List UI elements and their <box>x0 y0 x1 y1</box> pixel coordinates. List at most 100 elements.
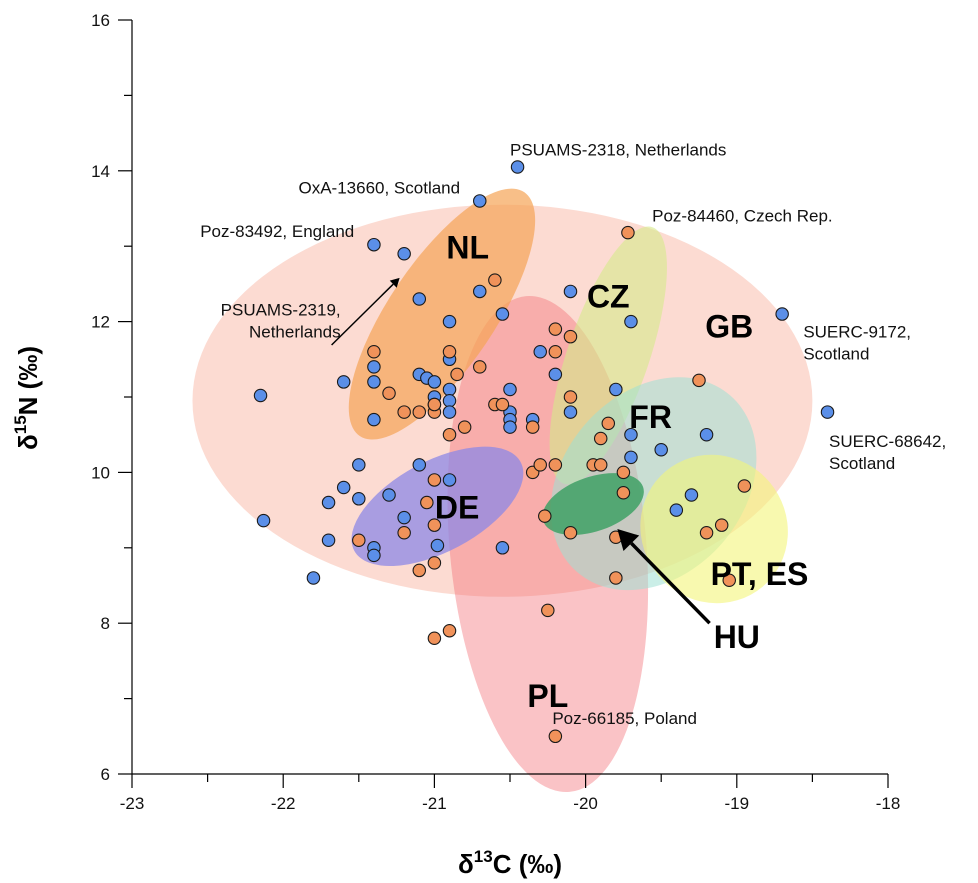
x-tick-label: -21 <box>422 794 447 813</box>
ellipse-nl <box>348 188 536 440</box>
data-point-blue <box>510 160 525 174</box>
data-point-orange <box>427 518 442 532</box>
x-axis-label: δ13C (‰) <box>458 847 562 879</box>
data-point-blue <box>775 307 789 321</box>
data-point-orange <box>442 427 457 442</box>
ellipse-de <box>351 446 524 567</box>
data-point-orange <box>548 322 563 336</box>
annotation-line: OxA-13660, Scotland <box>298 178 460 197</box>
data-point-blue <box>253 388 268 403</box>
y-tick-label: 6 <box>101 765 110 784</box>
group-label-layer: GB PL NL CZ FR PT, ES DE HU <box>435 229 809 714</box>
data-point-orange <box>722 573 736 587</box>
data-point-orange <box>495 397 510 412</box>
data-point-blue <box>533 345 547 359</box>
data-point-blue <box>699 427 714 442</box>
data-point-blue <box>367 237 381 252</box>
annotation-suerc-68642: SUERC-68642, Scotland <box>829 432 946 473</box>
y-tick-label: 14 <box>91 162 110 181</box>
data-point-blue <box>442 314 457 329</box>
data-point-orange <box>457 420 472 434</box>
data-point-blue <box>563 284 578 299</box>
data-point-orange <box>367 345 381 359</box>
group-label-fr: FR <box>629 399 672 435</box>
data-point-orange <box>488 273 502 287</box>
y-tick-label: 16 <box>91 11 110 30</box>
axes: -23 -22 -21 -20 -19 -18 6 8 10 12 14 16 <box>91 11 900 813</box>
data-point-orange <box>616 465 631 480</box>
data-point-orange <box>442 345 457 359</box>
data-point-blue <box>624 427 638 442</box>
data-point-blue <box>624 450 638 465</box>
data-point-orange <box>397 525 411 540</box>
x-axis-label-suffix: C (‰) <box>493 849 562 879</box>
data-point-blue <box>624 314 638 329</box>
data-point-blue <box>473 194 487 208</box>
data-point-orange <box>412 405 427 419</box>
data-point-blue <box>503 382 517 397</box>
data-point-orange <box>473 360 487 374</box>
data-point-blue <box>669 503 684 517</box>
annotation-line: Poz-66185, Poland <box>552 709 697 728</box>
data-point-blue <box>321 495 336 510</box>
annotation-line: PSUAMS-2319, <box>221 301 341 320</box>
data-point-orange <box>601 416 616 431</box>
data-point-orange <box>427 473 442 487</box>
annotation-line: Scotland <box>829 454 895 473</box>
data-point-blue <box>442 405 457 419</box>
data-point-blue <box>503 420 517 434</box>
data-point-blue <box>442 473 457 487</box>
data-point-orange <box>541 603 555 618</box>
group-label-de: DE <box>435 490 479 526</box>
annotation-line: PSUAMS-2318, Netherlands <box>510 141 726 160</box>
x-tick-label: -19 <box>725 794 750 813</box>
data-point-blue <box>430 538 445 553</box>
data-point-blue <box>367 360 381 374</box>
group-label-pl: PL <box>527 678 568 714</box>
data-point-blue <box>495 541 510 555</box>
data-point-orange <box>692 373 706 388</box>
annotation-line: Poz-84460, Czech Rep. <box>652 206 833 225</box>
data-point-blue <box>442 382 457 397</box>
annotation-oxa-13660-scotland: OxA-13660, Scotland <box>298 178 460 197</box>
data-point-orange <box>563 329 578 344</box>
data-point-blue <box>654 443 668 457</box>
data-point-blue <box>684 488 699 502</box>
ellipse-layer <box>192 188 813 793</box>
y-axis-label: δ15N (‰) <box>11 346 43 450</box>
y-tick-label: 10 <box>91 463 110 482</box>
data-point-blue <box>548 367 563 382</box>
data-point-blue <box>412 458 427 472</box>
data-point-orange <box>563 390 578 404</box>
data-point-orange <box>737 479 752 493</box>
group-label-cz: CZ <box>587 278 630 314</box>
x-axis-label-sup: 13 <box>474 847 493 866</box>
data-point-orange <box>548 345 563 359</box>
y-axis-label-suffix: N (‰) <box>13 346 43 415</box>
data-point-orange <box>609 571 623 585</box>
data-point-orange <box>442 623 457 638</box>
data-point-blue <box>336 375 351 389</box>
data-point-blue <box>352 492 366 506</box>
ellipse-pt-es <box>640 454 788 604</box>
annotation-poz-66185-poland: Poz-66185, Poland <box>552 709 697 728</box>
annotation-line: Scotland <box>803 344 869 363</box>
data-point-orange <box>427 556 442 570</box>
annotation-poz-84460-czech-rep: Poz-84460, Czech Rep. <box>652 206 833 225</box>
annotation-psuams-2319: PSUAMS-2319, Netherlands <box>221 301 341 342</box>
data-point-orange <box>616 486 631 500</box>
data-point-orange <box>397 405 411 419</box>
arrow-layer <box>331 277 711 625</box>
data-point-blue <box>256 513 271 528</box>
annotation-poz-83492-england: Poz-83492, England <box>200 222 354 241</box>
group-label-gb: GB <box>705 309 753 345</box>
data-point-blue <box>563 405 578 419</box>
annotation-line: Netherlands <box>249 323 341 342</box>
data-point-orange <box>548 729 563 744</box>
data-point-blue <box>609 382 623 397</box>
data-point-orange <box>352 533 366 548</box>
data-point-orange <box>420 495 434 510</box>
data-point-blue <box>367 548 381 563</box>
data-point-orange <box>621 225 635 240</box>
